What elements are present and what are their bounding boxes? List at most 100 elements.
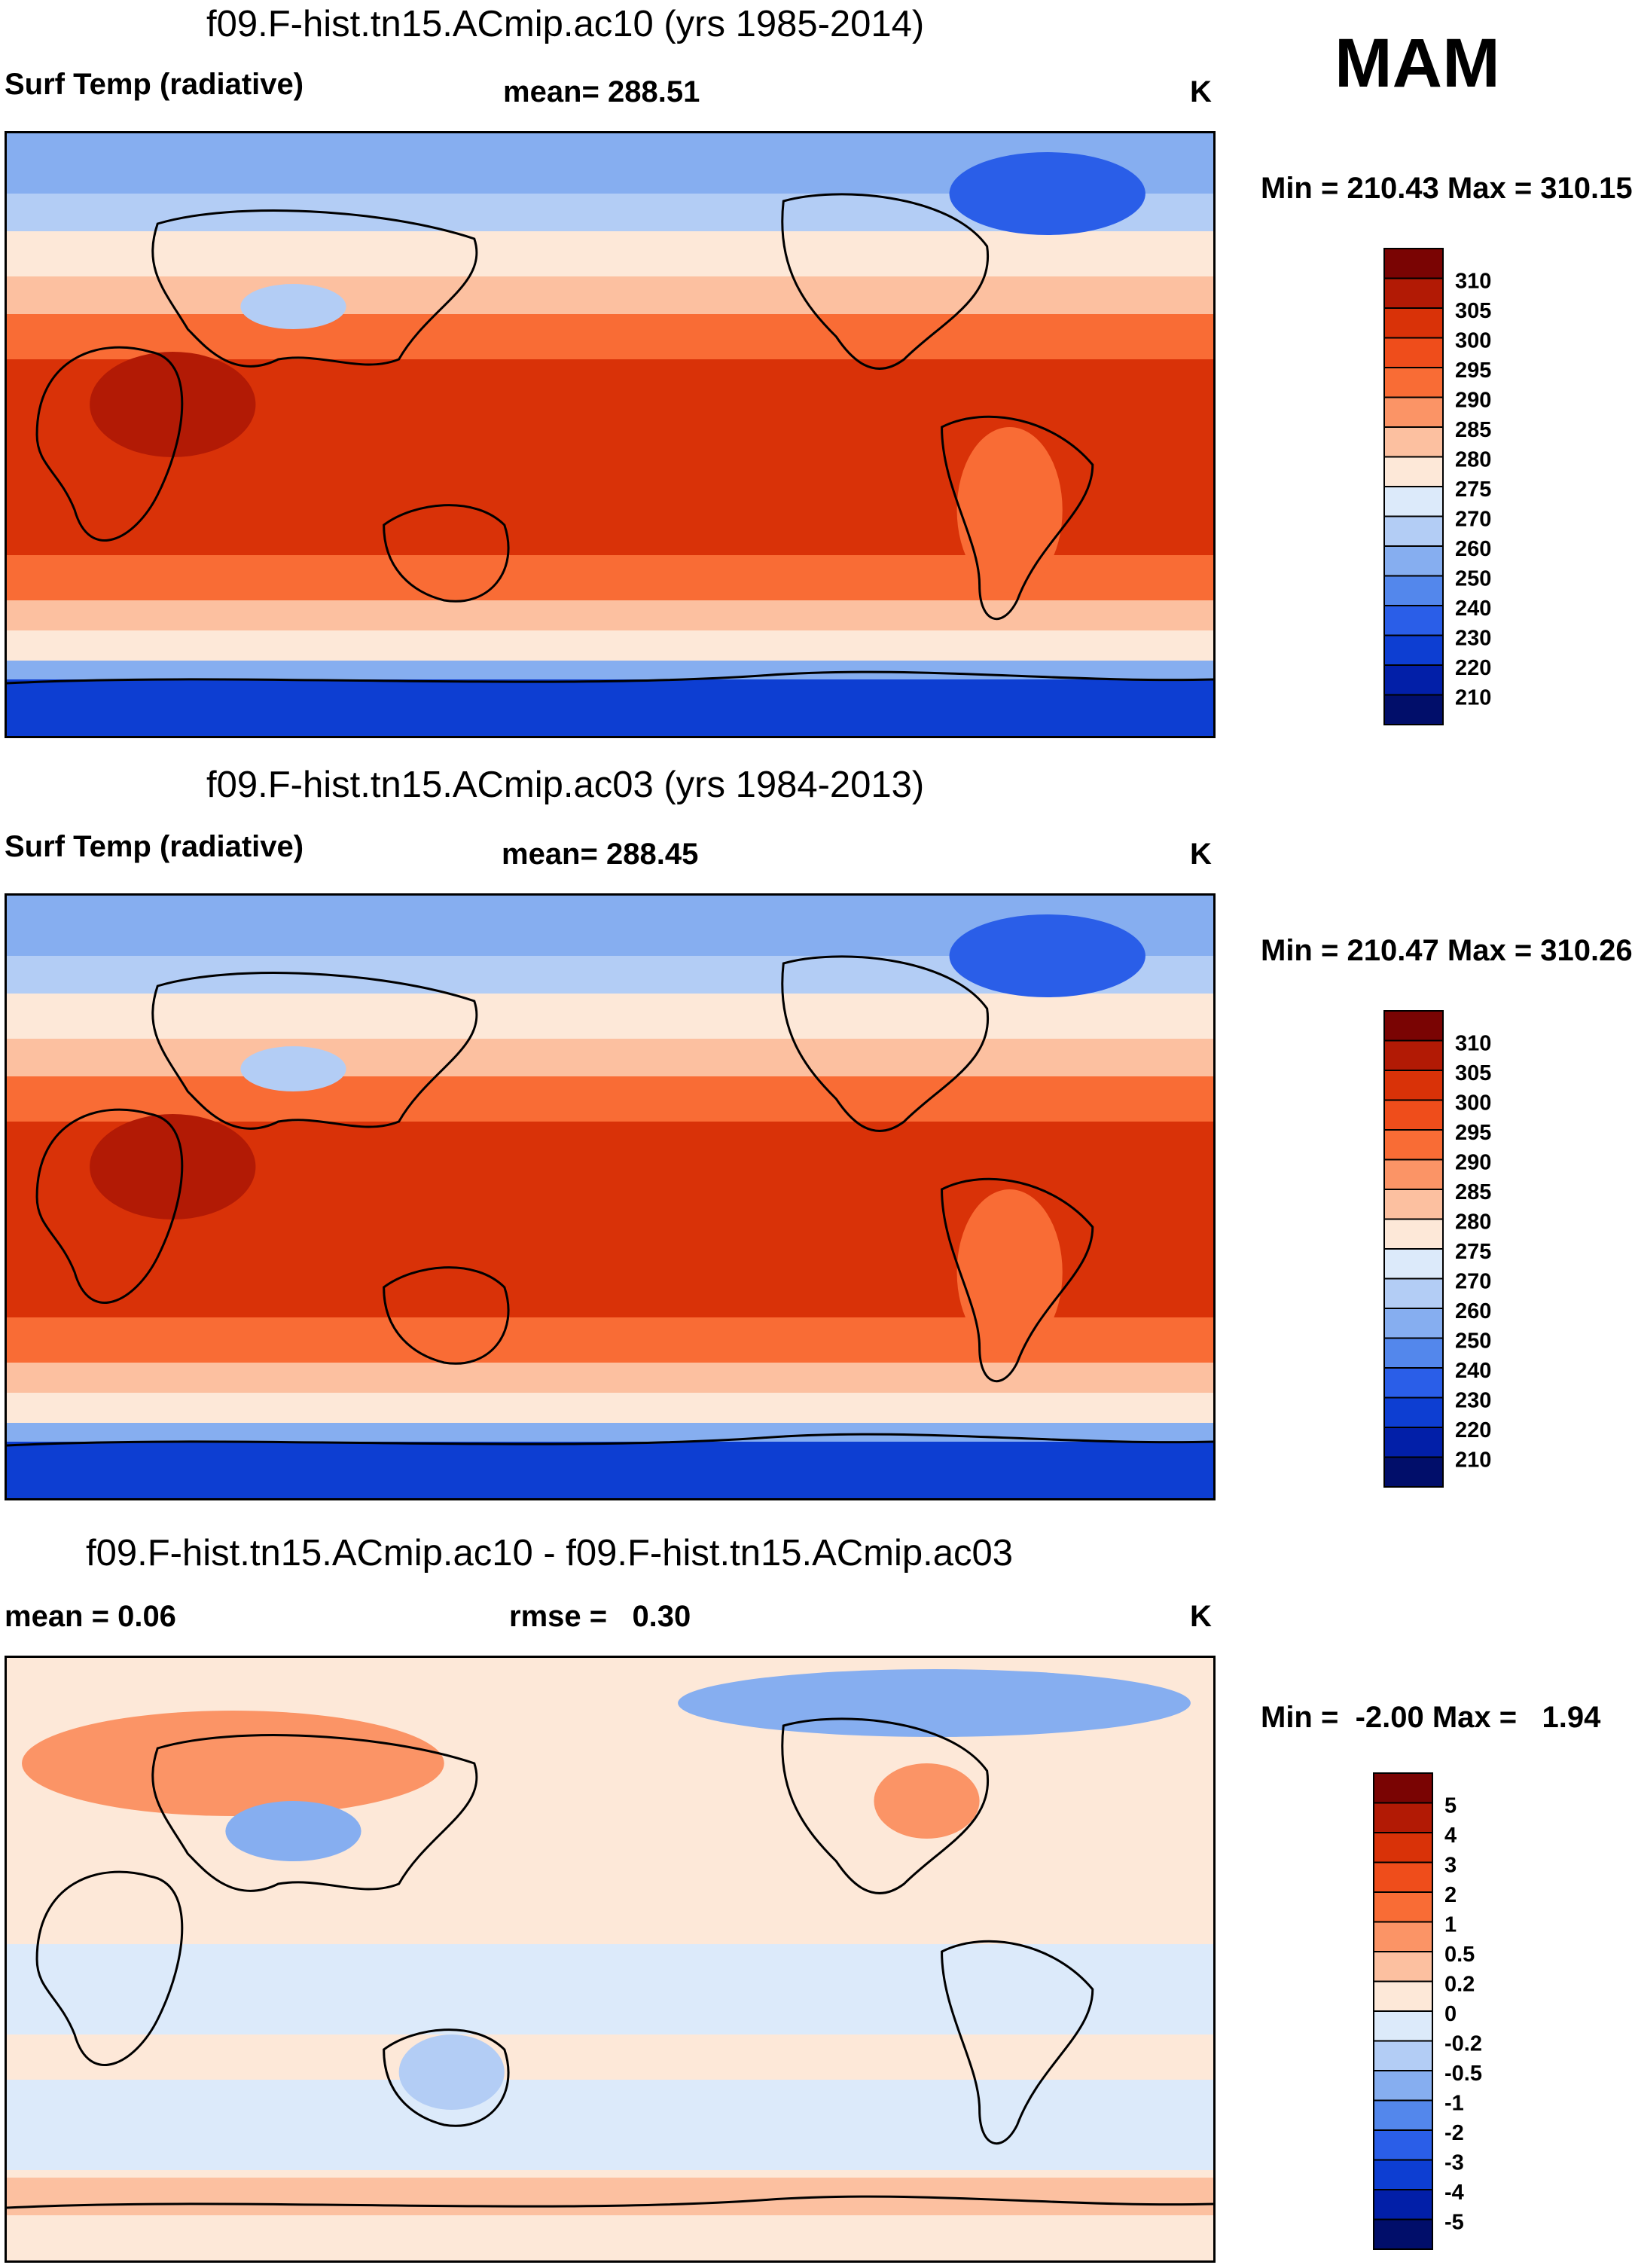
panel2-coast-antarctica	[7, 1433, 1213, 1447]
panel1-band-n-temperate	[7, 276, 1213, 314]
panel3-colorbar-tick-label: -5	[1444, 2211, 1464, 2235]
panel3-band-antarctic-warm	[7, 2178, 1213, 2215]
panel1-colorbar-box	[1383, 515, 1444, 547]
panel1-coast-antarctica	[7, 670, 1213, 685]
panel1-band-n-midlat	[7, 231, 1213, 276]
panel2-colorbar-box	[1383, 1099, 1444, 1131]
panel1-map-svg	[7, 133, 1213, 736]
panel3-coast-south-america	[941, 1940, 1094, 2145]
panel1-colorbar-box	[1383, 664, 1444, 696]
panel1-colorbar-tick-label: 305	[1455, 299, 1491, 323]
panel1-colorbar-tick-label: 285	[1455, 418, 1491, 442]
panel3-units-label: K	[1190, 1600, 1212, 1633]
panel2-coast-australia	[383, 1266, 510, 1365]
panel1-coast-africa	[35, 346, 184, 542]
panel1-colorbar-tick-label: 280	[1455, 448, 1491, 472]
panel3-colorbar-svg: 5 4 3 2 1 0.5 0.2 0 -0.2 -0.5 -1 -2 -3 -4 -5	[1373, 1772, 1482, 2250]
panel2-colorbar-tick-label: 275	[1455, 1240, 1491, 1264]
panel1-colorbar-box	[1383, 277, 1444, 309]
panel2-colorbar-box	[1383, 1308, 1444, 1339]
panel1-colorbar-box	[1383, 248, 1444, 279]
panel2-map	[5, 893, 1216, 1500]
panel1-colorbar-box	[1383, 634, 1444, 666]
panel2-colorbar-tick-label: 290	[1455, 1151, 1491, 1175]
panel3-colorbar-box	[1373, 1861, 1433, 1893]
panel1-colorbar-tick-label: 240	[1455, 597, 1491, 621]
panel3-colorbar-tick-label: 5	[1444, 1794, 1457, 1818]
panel2-band-n-temperate	[7, 1039, 1213, 1076]
panel2-colorbar-box	[1383, 1277, 1444, 1309]
panel2-colorbar-tick-label: 220	[1455, 1418, 1491, 1442]
panel2-minmax-label: Min = 210.47 Max = 310.26	[1261, 934, 1632, 967]
panel1-coast-eurasia	[151, 209, 478, 368]
panel2-variable-label: Surf Temp (radiative)	[5, 830, 304, 863]
panel3-rmse-label: rmse = 0.30	[509, 1600, 691, 1633]
panel2-colorbar-tick-label: 210	[1455, 1448, 1491, 1473]
panel2-colorbar-tick-label: 310	[1455, 1032, 1491, 1056]
panel2-colorbar-box	[1383, 1397, 1444, 1428]
panel2-mean-label: mean= 288.45	[502, 838, 699, 871]
panel1-band-antarctica	[7, 679, 1213, 736]
panel1-andes	[956, 427, 1063, 593]
panel1-colorbar-tick-label: 230	[1455, 627, 1491, 651]
panel3-colorbar-tick-label: 0	[1444, 2002, 1457, 2026]
panel2-colorbar-box	[1383, 1337, 1444, 1369]
panel2-colorbar-tick-label: 295	[1455, 1121, 1491, 1145]
panel1-colorbar-box	[1383, 337, 1444, 368]
panel1-title: f09.F-hist.tn15.ACmip.ac10 (yrs 1985-201…	[206, 4, 925, 44]
panel1-colorbar-box	[1383, 367, 1444, 398]
panel3-colorbar-box	[1373, 2189, 1433, 2221]
panel1-colorbar-tick-label: 295	[1455, 359, 1491, 383]
panel3-coast-australia	[383, 2028, 510, 2127]
panel2-colorbar-box	[1383, 1367, 1444, 1399]
panel1-colorbar-box	[1383, 545, 1444, 577]
panel1-colorbar-tick-label: 210	[1455, 686, 1491, 710]
panel3-band-southern-cool	[7, 2080, 1213, 2170]
panel1-colorbar-tick-label: 250	[1455, 567, 1491, 591]
panel3-colorbar: 5 4 3 2 1 0.5 0.2 0 -0.2 -0.5 -1 -2 -3 -4 -5	[1373, 1772, 1539, 2252]
panel1-colorbar-box	[1383, 307, 1444, 339]
panel2-colorbar-tick-label: 305	[1455, 1061, 1491, 1085]
panel3-colorbar-box	[1373, 1772, 1433, 1804]
panel3-coast-antarctica	[7, 2195, 1213, 2209]
panel2-colorbar: 310 305 300 295 290 285 280 275 270 260 250 240 230 2…	[1383, 1010, 1550, 1490]
panel3-band-tropical-cool	[7, 1944, 1213, 2034]
panel2-band-antarctica	[7, 1442, 1213, 1498]
panel3-colorbar-box	[1373, 2099, 1433, 2131]
panel3-minmax-label: Min = -2.00 Max = 1.94	[1261, 1701, 1601, 1734]
panel3-map	[5, 1656, 1216, 2263]
panel2-sahara-hot	[90, 1114, 256, 1219]
panel3-map-svg	[7, 1658, 1213, 2260]
panel2-colorbar-box	[1383, 1218, 1444, 1250]
panel1-sahara-hot	[90, 352, 256, 457]
panel3-coast-north-america	[781, 1717, 990, 1894]
panel1-colorbar-tick-label: 290	[1455, 389, 1491, 413]
panel2-colorbar-box	[1383, 1189, 1444, 1220]
panel3-title: f09.F-hist.tn15.ACmip.ac10 - f09.F-hist.…	[86, 1533, 1013, 1574]
panel3-colorbar-tick-label: -3	[1444, 2151, 1464, 2175]
panel1-coast-north-america	[781, 193, 990, 370]
panel2-band-s-midlat	[7, 1393, 1213, 1423]
panel1-units-label: K	[1190, 75, 1212, 108]
panel3-colorbar-box	[1373, 1980, 1433, 2012]
panel3-australia-cool	[398, 2034, 505, 2110]
panel3-colorbar-box	[1373, 2040, 1433, 2071]
panel3-colorbar-box	[1373, 1951, 1433, 1983]
panel3-colorbar-tick-label: -2	[1444, 2121, 1464, 2145]
panel3-mean-label: mean = 0.06	[5, 1600, 176, 1633]
panel2-colorbar-tick-label: 260	[1455, 1299, 1491, 1323]
panel1-colorbar-tick-label: 220	[1455, 656, 1491, 680]
panel2-andes	[956, 1189, 1063, 1355]
panel3-colorbar-box	[1373, 1832, 1433, 1864]
panel1-coast-australia	[383, 504, 510, 603]
panel2-colorbar-tick-label: 230	[1455, 1389, 1491, 1413]
panel3-eurasia-warm	[22, 1711, 444, 1816]
panel1-coast-south-america	[941, 415, 1094, 621]
panel3-colorbar-box	[1373, 2159, 1433, 2190]
panel3-colorbar-tick-label: 0.2	[1444, 1973, 1475, 1997]
panel1-band-s-temperate	[7, 600, 1213, 630]
panel2-band-n-subtropic	[7, 1076, 1213, 1122]
panel3-colorbar-box	[1373, 2129, 1433, 2161]
panel2-tibet-cold	[240, 1046, 346, 1091]
panel1-map	[5, 131, 1216, 738]
